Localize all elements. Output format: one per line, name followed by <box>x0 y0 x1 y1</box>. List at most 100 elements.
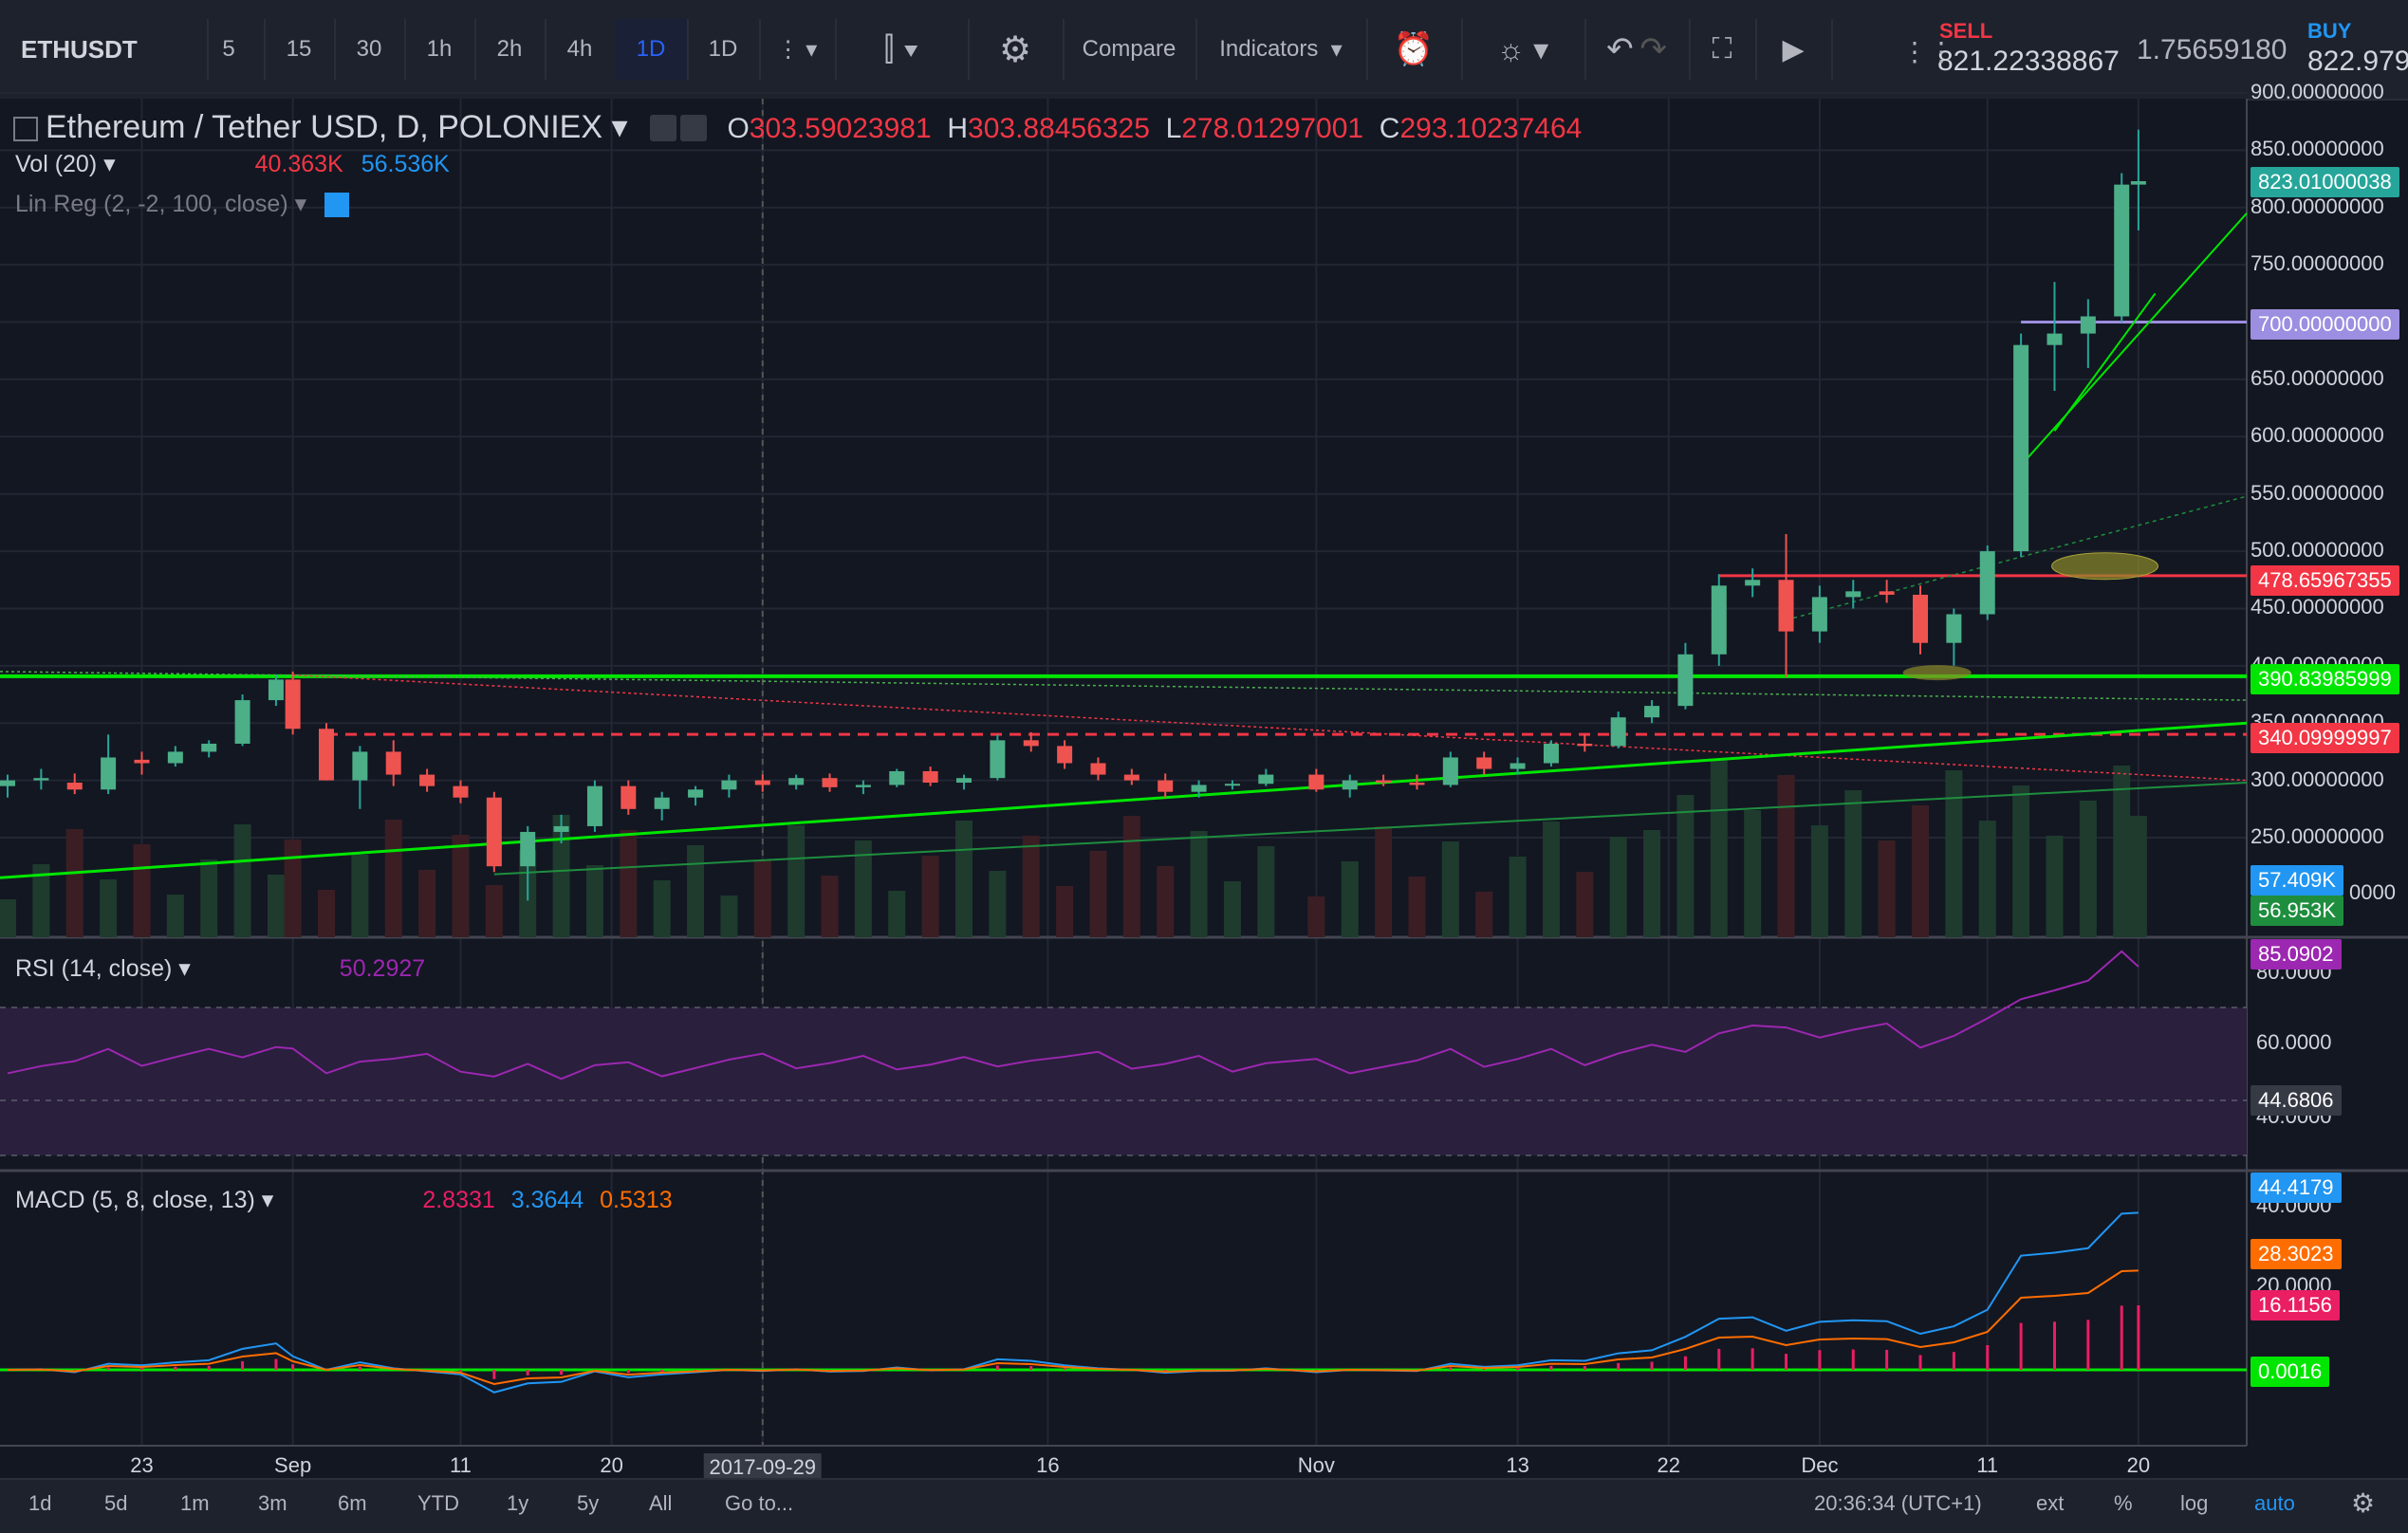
candle-body <box>1979 551 1995 615</box>
interval-1d[interactable]: 1D <box>687 19 761 80</box>
chevron-down-icon[interactable]: ▾ <box>97 151 116 177</box>
log-toggle[interactable]: log <box>2180 1491 2209 1515</box>
chevron-down-icon[interactable]: ▾ <box>602 109 628 145</box>
compare-button[interactable]: Compare <box>1063 19 1197 80</box>
settings-button[interactable]: ⚙ <box>968 19 1065 80</box>
main-pane <box>0 99 2247 937</box>
price-tick: 650.00000000 <box>2251 365 2384 390</box>
volume-bar <box>888 891 906 937</box>
chevron-down-icon: ▾ <box>1318 36 1343 63</box>
chevron-down-icon[interactable]: ▾ <box>287 191 307 217</box>
price-label-pill: 57.409K <box>2251 865 2343 896</box>
volume-bar <box>653 880 671 937</box>
candle-body <box>1845 591 1862 598</box>
interval-1h[interactable]: 1h <box>404 19 476 80</box>
time-tick: 11 <box>1976 1453 1999 1477</box>
replay-button[interactable]: ▶ <box>1755 19 1833 80</box>
price-tick: 250.00000000 <box>2251 824 2384 848</box>
candle-body <box>654 797 670 809</box>
candle-body <box>1308 774 1324 790</box>
interval-4h[interactable]: 4h <box>545 19 617 80</box>
fullscreen-button[interactable]: ⛶ <box>1689 19 1757 80</box>
highlight-ellipse <box>1902 665 1972 681</box>
interval-2h[interactable]: 2h <box>474 19 546 80</box>
collapse-icon[interactable] <box>13 117 38 142</box>
volume-bar <box>585 865 603 937</box>
volume-bar <box>485 885 503 937</box>
close-label: C <box>1379 113 1400 144</box>
gear-icon[interactable]: ⚙ <box>2351 1488 2376 1518</box>
drag-handle-icon[interactable]: ⋮⋮ <box>1901 37 1954 66</box>
candle-body <box>1644 706 1660 718</box>
sell-quote[interactable]: SELL 821.22338867 ⋮⋮ <box>1894 13 2120 85</box>
chart-type-button[interactable]: ⫿ ▾ <box>835 19 970 80</box>
signal-line <box>7 1269 2139 1386</box>
candle-body <box>922 770 938 784</box>
price-tick: 0000 <box>2349 880 2396 904</box>
interval-1d-active[interactable]: 1D <box>615 19 689 80</box>
auto-toggle[interactable]: auto <box>2254 1491 2295 1515</box>
alert-button[interactable]: ⏰ <box>1366 19 1463 80</box>
eye-icon[interactable] <box>324 193 350 218</box>
volume-label: Vol (20) <box>15 151 98 177</box>
interval-30[interactable]: 30 <box>334 19 406 80</box>
volume-bar <box>2012 785 2030 937</box>
percent-toggle[interactable]: % <box>2114 1491 2133 1515</box>
price-tick: 850.00000000 <box>2251 137 2384 161</box>
rsi-legend: RSI (14, close) ▾ 50.2927 <box>15 954 425 983</box>
trend-line <box>2053 292 2157 432</box>
interval-15[interactable]: 15 <box>264 19 336 80</box>
macd-legend: MACD (5, 8, close, 13) ▾ 2.8331 3.3644 0… <box>15 1186 673 1214</box>
gear-icon[interactable] <box>680 115 707 141</box>
candle-body <box>385 751 401 775</box>
range-1d[interactable]: 1d <box>28 1491 52 1515</box>
macd-label-pill: 0.0016 <box>2251 1357 2330 1387</box>
channel-line <box>0 671 2248 701</box>
macd-label: MACD (5, 8, close, 13) <box>15 1187 255 1213</box>
candle-body <box>2114 184 2130 317</box>
candle-body <box>134 759 150 764</box>
ext-toggle[interactable]: ext <box>2036 1491 2065 1515</box>
range-ytd[interactable]: YTD <box>417 1491 459 1515</box>
volume-bar <box>418 870 436 937</box>
chevron-down-icon[interactable]: ▾ <box>172 955 191 982</box>
candle-body <box>1510 763 1526 769</box>
undo-icon[interactable]: ↶ <box>1606 31 1634 67</box>
candle-body <box>956 778 972 784</box>
eye-icon[interactable] <box>650 115 676 141</box>
range-6m[interactable]: 6m <box>338 1491 367 1515</box>
volume-bar <box>1676 795 1695 937</box>
volume-bar <box>1509 857 1527 937</box>
volume-bar <box>2079 801 2097 937</box>
range-all[interactable]: All <box>649 1491 673 1515</box>
spread-value: 1.75659180 <box>2137 34 2288 65</box>
symbol-search[interactable]: ETHUSDT <box>8 19 209 80</box>
candle-body <box>855 785 871 787</box>
more-intervals-button[interactable]: ⋮ ▾ <box>759 19 837 80</box>
volume-bar <box>1122 816 1140 937</box>
redo-icon[interactable]: ↷ <box>1639 31 1667 67</box>
buy-quote[interactable]: BUY 822.9799 <box>2296 13 2408 85</box>
sell-label: SELL <box>1939 19 1993 43</box>
volume-bar <box>452 835 470 937</box>
candle-body <box>0 780 15 786</box>
chart-canvas[interactable] <box>0 91 2408 1480</box>
goto-button[interactable]: Go to... <box>725 1491 794 1515</box>
volume-bar <box>318 890 335 937</box>
chevron-down-icon[interactable]: ▾ <box>254 1187 274 1213</box>
candle-body <box>1258 774 1274 785</box>
candle-body <box>1610 717 1626 747</box>
ideas-button[interactable]: ☼ ▾ <box>1461 19 1586 80</box>
indicators-button[interactable]: Indicators ▾ <box>1195 19 1368 80</box>
volume-bar <box>1542 822 1560 937</box>
range-5d[interactable]: 5d <box>104 1491 128 1515</box>
range-1y[interactable]: 1y <box>507 1491 529 1515</box>
range-3m[interactable]: 3m <box>258 1491 287 1515</box>
range-5y[interactable]: 5y <box>577 1491 600 1515</box>
candle-body <box>822 778 838 787</box>
range-1m[interactable]: 1m <box>180 1491 210 1515</box>
fullscreen-icon: ⛶ <box>1712 33 1732 65</box>
interval-5[interactable]: 5 <box>194 19 266 80</box>
undo-redo[interactable]: ↶ ↷ <box>1584 19 1691 80</box>
lightbulb-icon: ☼ ▾ <box>1496 32 1549 66</box>
